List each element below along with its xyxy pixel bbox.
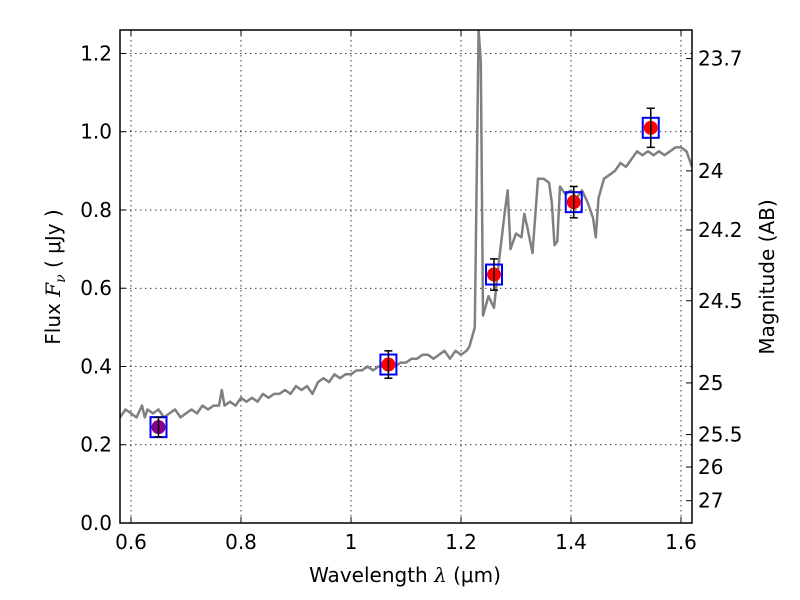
y-axis-left: 0.0 0.2 0.4 0.6 0.8 1.0 1.2 <box>80 41 126 535</box>
y-tick-label: 0.6 <box>80 276 112 300</box>
y-axis-label: Flux Fν ( μJy ) <box>41 209 69 344</box>
x-tick-label: 0.6 <box>115 530 147 554</box>
y-tick-label: 0.0 <box>80 511 112 535</box>
y-tick-label: 0.2 <box>80 433 112 457</box>
x-tick-label: 0.8 <box>225 530 257 554</box>
y2-tick-label: 25.5 <box>698 423 743 447</box>
y-axis-right: 23.7 24 24.2 24.5 25 25.5 26 27 <box>686 47 743 513</box>
model-spectrum-line <box>120 30 692 419</box>
y2-tick-label: 23.7 <box>698 47 743 71</box>
y-tick-label: 0.8 <box>80 198 112 222</box>
y-tick-label: 1.0 <box>80 120 112 144</box>
points-layer <box>149 107 660 439</box>
spectrum-layer <box>120 30 692 419</box>
y2-tick-label: 24.2 <box>698 218 743 242</box>
x-tick-label: 1.6 <box>665 530 697 554</box>
x-tick-label: 1 <box>345 530 358 554</box>
y2-tick-label: 24 <box>698 159 723 183</box>
grid-lines <box>120 30 692 524</box>
x-tick-label: 1.4 <box>555 530 587 554</box>
y2-tick-label: 27 <box>698 489 723 513</box>
x-tick-label: 1.2 <box>445 530 477 554</box>
x-axis-label: Wavelength λ (μm) <box>309 563 501 587</box>
y2-tick-label: 26 <box>698 455 723 479</box>
y2-tick-label: 24.5 <box>698 289 743 313</box>
y-tick-label: 0.4 <box>80 354 112 378</box>
x-axis: 0.6 0.8 1 1.2 1.4 1.6 <box>115 30 697 554</box>
y2-axis-label: Magnitude (AB) <box>755 199 779 354</box>
y-tick-label: 1.2 <box>80 41 112 65</box>
plot-frame <box>119 29 693 524</box>
y2-tick-label: 25 <box>698 371 723 395</box>
